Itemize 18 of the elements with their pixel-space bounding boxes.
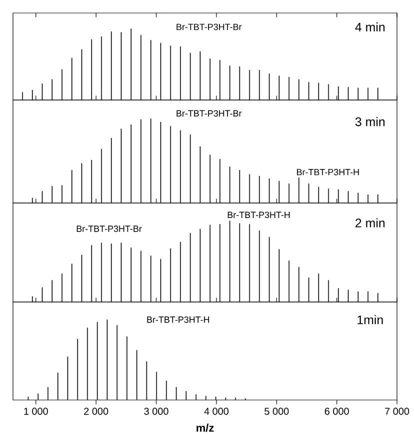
- x-axis-title: m/z: [196, 424, 214, 432]
- annotation: 4 min: [355, 22, 385, 32]
- annotation: 3 min: [355, 117, 385, 126]
- annotation: Br-TBT-P3HT-H: [296, 168, 359, 176]
- text: Br-TBT-P3HT-Br: [176, 110, 242, 117]
- annotation: 2 min: [356, 218, 385, 228]
- x-tick-label: 1 000: [24, 408, 48, 415]
- annotation: Br-TBT-P3HT-Br: [176, 24, 242, 30]
- annotation: 1min: [358, 315, 383, 324]
- x-tick-label: 7 000: [385, 408, 410, 415]
- annotation: Br-TBT-P3HT-H: [147, 316, 210, 323]
- x-tick-label: 2 000: [84, 408, 108, 415]
- x-tick-label: 6 000: [324, 408, 349, 415]
- text: Br-TBT-P3HT-H: [228, 212, 290, 218]
- x-tick-label: 3 000: [144, 408, 168, 415]
- annotation: Br-TBT-P3HT-Br: [76, 226, 142, 232]
- x-tick-label: 5 000: [264, 408, 289, 415]
- x-tick-label: 4 000: [204, 408, 229, 415]
